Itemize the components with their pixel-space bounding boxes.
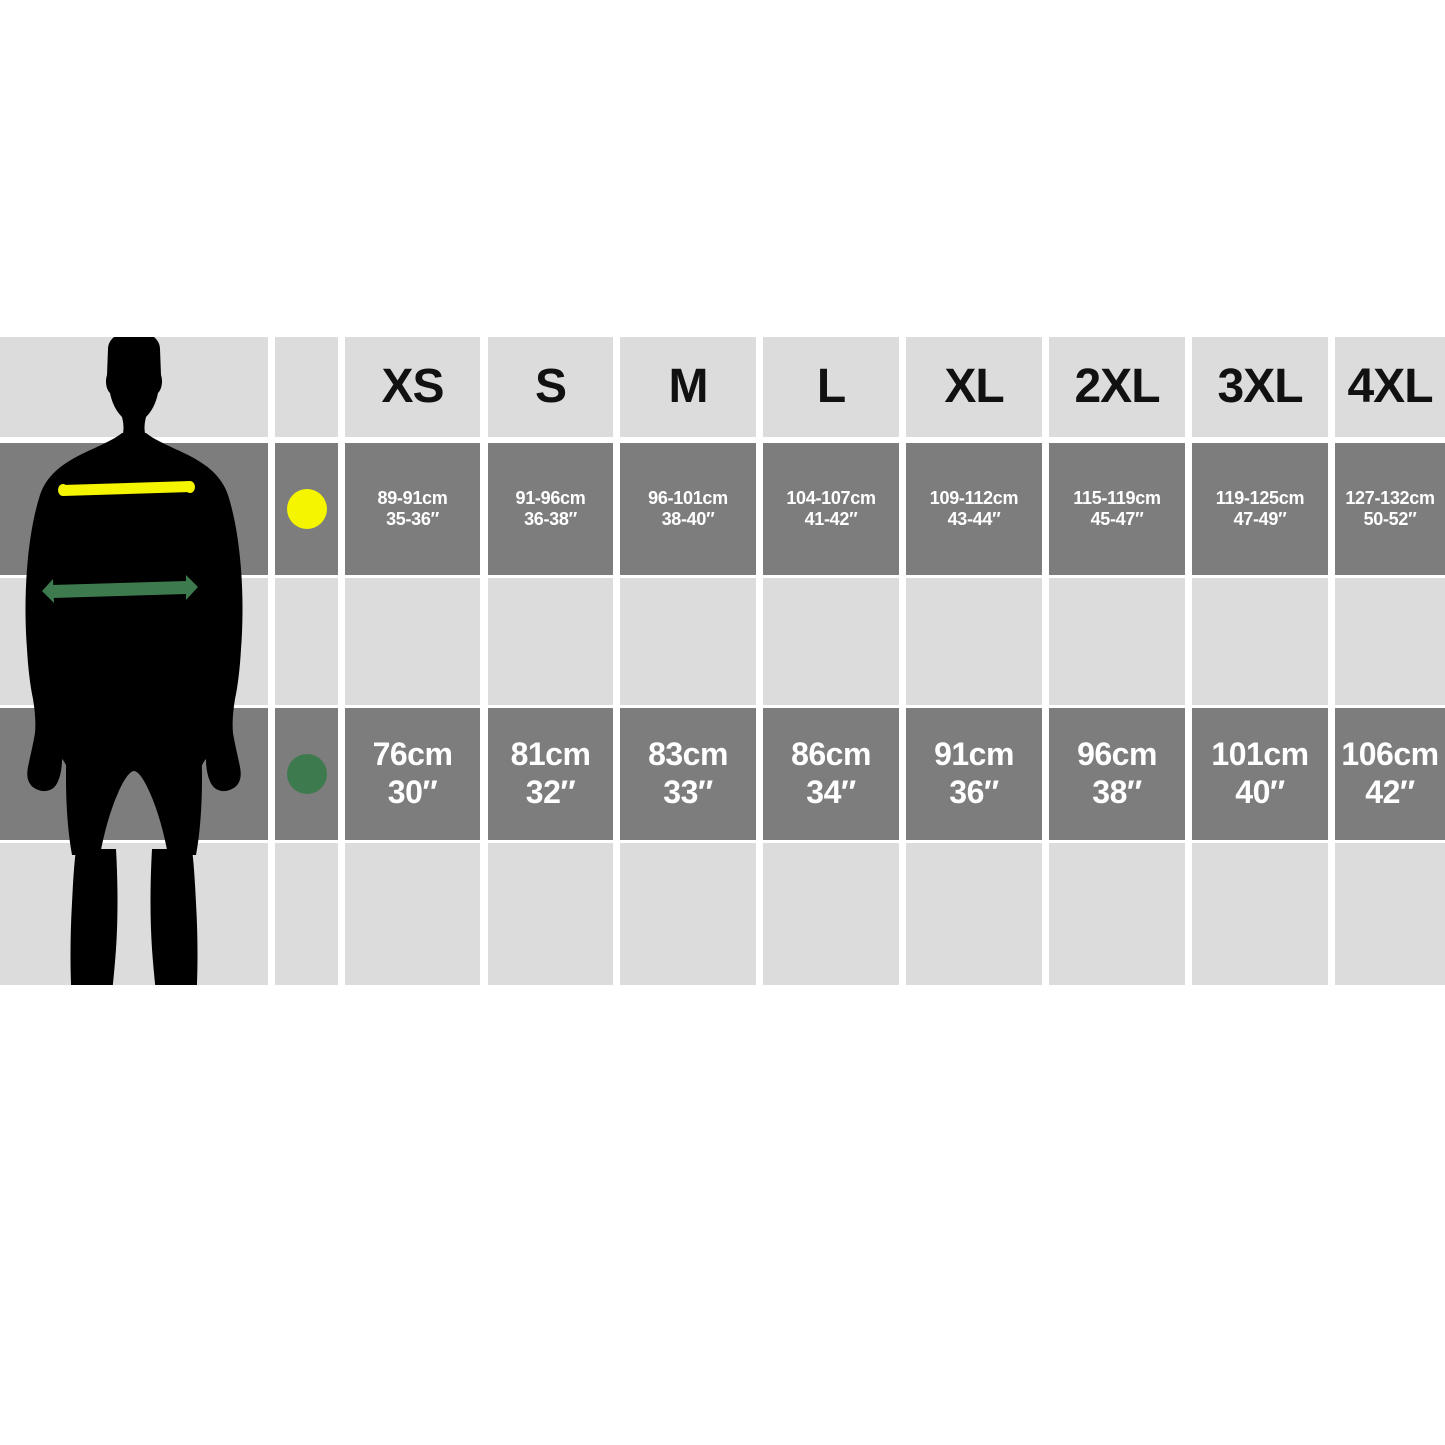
waist-in-s: 32″ xyxy=(525,774,576,810)
chest-cell-xl: 109-112cm 43-44″ xyxy=(906,443,1042,575)
waist-in-3xl: 40″ xyxy=(1235,774,1285,810)
waist-cell-l: 86cm 34″ xyxy=(763,708,899,840)
chest-cell-xs: 89-91cm 35-36″ xyxy=(345,443,480,575)
chest-in-s: 36-38″ xyxy=(524,509,577,529)
footer-cell-m xyxy=(620,843,756,985)
dot-cell-waist xyxy=(275,708,338,840)
waist-cm-3xl: 101cm xyxy=(1211,736,1309,773)
dot-cell-header xyxy=(275,337,338,437)
size-chart-table: XS 89-91cm 35-36″ 76cm 30″ S 91-96cm 36-… xyxy=(0,337,1445,985)
waist-in-xs: 30″ xyxy=(387,774,438,810)
waist-cell-2xl: 96cm 38″ xyxy=(1049,708,1185,840)
waist-cell-s: 81cm 32″ xyxy=(488,708,613,840)
chest-cell-3xl: 119-125cm 47-49″ xyxy=(1192,443,1328,575)
chest-indicator-dot xyxy=(287,489,327,529)
chest-in-xs: 35-36″ xyxy=(386,509,439,529)
footer-cell-2xl xyxy=(1049,843,1185,985)
waist-cm-4xl: 106cm xyxy=(1341,736,1439,773)
waist-in-l: 34″ xyxy=(806,774,856,810)
waist-cm-2xl: 96cm xyxy=(1077,736,1157,773)
size-column-2xl[interactable]: 2XL 115-119cm 45-47″ 96cm 38″ xyxy=(1049,337,1185,985)
footer-cell-l xyxy=(763,843,899,985)
figure-cell-gap xyxy=(0,578,268,705)
body-figure-column xyxy=(0,337,268,985)
waist-cell-4xl: 106cm 42″ xyxy=(1335,708,1445,840)
gap-cell-4xl xyxy=(1335,578,1445,705)
dot-cell-footer xyxy=(275,843,338,985)
chest-in-m: 38-40″ xyxy=(661,509,715,529)
size-header-xl: XL xyxy=(906,337,1042,437)
waist-cell-xl: 91cm 36″ xyxy=(906,708,1042,840)
size-header-4xl: 4XL xyxy=(1335,337,1445,437)
footer-cell-s xyxy=(488,843,613,985)
size-header-xs: XS xyxy=(345,337,480,437)
footer-cell-xl xyxy=(906,843,1042,985)
gap-cell-l xyxy=(763,578,899,705)
figure-cell-footer xyxy=(0,843,268,985)
gap-cell-s xyxy=(488,578,613,705)
indicator-dot-column xyxy=(275,337,338,985)
size-header-l: L xyxy=(763,337,899,437)
figure-cell-header xyxy=(0,337,268,437)
chest-in-l: 41-42″ xyxy=(804,509,858,529)
waist-cm-xs: 76cm xyxy=(372,736,453,773)
size-column-xl[interactable]: XL 109-112cm 43-44″ 91cm 36″ xyxy=(906,337,1042,985)
dot-cell-gap xyxy=(275,578,338,705)
gap-cell-xs xyxy=(345,578,480,705)
waist-in-2xl: 38″ xyxy=(1092,774,1142,810)
waist-cm-m: 83cm xyxy=(648,736,728,773)
waist-cm-xl: 91cm xyxy=(934,736,1014,773)
footer-cell-4xl xyxy=(1335,843,1445,985)
chest-in-xl: 43-44″ xyxy=(947,509,1001,529)
chest-cm-2xl: 115-119cm xyxy=(1073,487,1161,508)
chest-cm-l: 104-107cm xyxy=(786,487,876,508)
figure-cell-waist xyxy=(0,708,268,840)
size-column-s[interactable]: S 91-96cm 36-38″ 81cm 32″ xyxy=(488,337,613,985)
chest-in-4xl: 50-52″ xyxy=(1363,509,1417,529)
waist-in-xl: 36″ xyxy=(949,774,999,810)
chest-cell-s: 91-96cm 36-38″ xyxy=(488,443,613,575)
waist-indicator-dot xyxy=(287,754,327,794)
chest-cm-s: 91-96cm xyxy=(515,487,586,508)
size-column-4xl[interactable]: 4XL 127-132cm 50-52″ 106cm 42″ xyxy=(1335,337,1445,985)
gap-cell-m xyxy=(620,578,756,705)
chest-cell-l: 104-107cm 41-42″ xyxy=(763,443,899,575)
waist-cell-xs: 76cm 30″ xyxy=(345,708,480,840)
chest-cm-3xl: 119-125cm xyxy=(1215,487,1305,508)
chest-in-2xl: 45-47″ xyxy=(1090,509,1144,529)
chest-cm-m: 96-101cm xyxy=(648,487,728,508)
chest-cm-xl: 109-112cm xyxy=(929,487,1019,508)
chest-in-3xl: 47-49″ xyxy=(1233,509,1287,529)
size-column-m[interactable]: M 96-101cm 38-40″ 83cm 33″ xyxy=(620,337,756,985)
chest-cell-2xl: 115-119cm 45-47″ xyxy=(1049,443,1185,575)
dot-cell-chest xyxy=(275,443,338,575)
waist-cm-s: 81cm xyxy=(510,736,591,773)
size-column-l[interactable]: L 104-107cm 41-42″ 86cm 34″ xyxy=(763,337,899,985)
chest-cell-m: 96-101cm 38-40″ xyxy=(620,443,756,575)
chest-cm-4xl: 127-132cm xyxy=(1345,487,1435,508)
size-header-s: S xyxy=(488,337,613,437)
chest-cm-xs: 89-91cm xyxy=(377,487,448,508)
waist-in-m: 33″ xyxy=(663,774,713,810)
chest-cell-4xl: 127-132cm 50-52″ xyxy=(1335,443,1445,575)
footer-cell-xs xyxy=(345,843,480,985)
waist-cell-m: 83cm 33″ xyxy=(620,708,756,840)
size-header-3xl: 3XL xyxy=(1192,337,1328,437)
waist-cell-3xl: 101cm 40″ xyxy=(1192,708,1328,840)
gap-cell-xl xyxy=(906,578,1042,705)
gap-cell-3xl xyxy=(1192,578,1328,705)
size-column-3xl[interactable]: 3XL 119-125cm 47-49″ 101cm 40″ xyxy=(1192,337,1328,985)
footer-cell-3xl xyxy=(1192,843,1328,985)
size-header-2xl: 2XL xyxy=(1049,337,1185,437)
figure-cell-chest xyxy=(0,443,268,575)
waist-cm-l: 86cm xyxy=(791,736,871,773)
gap-cell-2xl xyxy=(1049,578,1185,705)
size-column-xs[interactable]: XS 89-91cm 35-36″ 76cm 30″ xyxy=(345,337,480,985)
waist-in-4xl: 42″ xyxy=(1365,774,1415,810)
size-header-m: M xyxy=(620,337,756,437)
